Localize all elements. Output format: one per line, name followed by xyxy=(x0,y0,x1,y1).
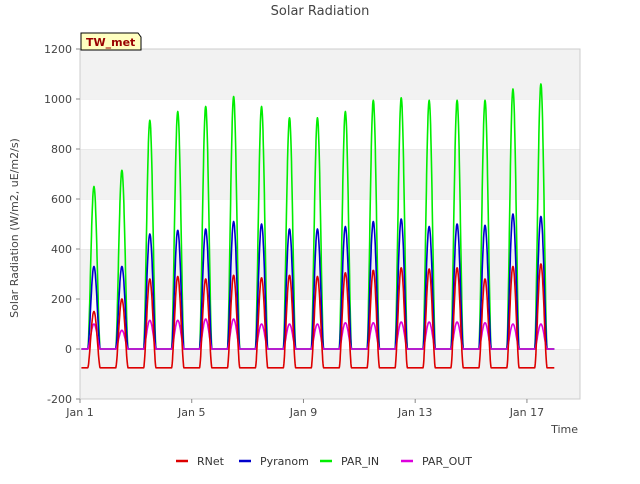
grid-band xyxy=(80,299,580,349)
x-tick-label: Jan 17 xyxy=(509,406,544,419)
y-tick-label: 1000 xyxy=(44,93,72,106)
chart-title: Solar Radiation xyxy=(271,4,370,19)
legend-label-par-out: PAR_OUT xyxy=(422,455,472,468)
grid-band xyxy=(80,249,580,299)
y-tick-label: 0 xyxy=(65,343,72,356)
y-tick-label: 600 xyxy=(51,193,72,206)
y-axis-label: Solar Radiation (W/m2, uE/m2/s) xyxy=(8,138,21,318)
site-label-box: TW_met xyxy=(80,32,142,51)
x-tick-label: Jan 1 xyxy=(65,406,93,419)
y-tick-label: 200 xyxy=(51,293,72,306)
grid-bands xyxy=(80,48,580,399)
legend: RNet Pyranom PAR_IN PAR_OUT xyxy=(176,455,472,468)
x-axis-label: Time xyxy=(550,423,578,436)
site-label-background xyxy=(80,32,142,51)
x-tick-label: Jan 9 xyxy=(289,406,317,419)
series-layer xyxy=(80,83,555,369)
x-tick-label: Jan 5 xyxy=(177,406,205,419)
x-axis-ticks: Jan 1 Jan 5 Jan 9 Jan 13 Jan 17 xyxy=(65,399,544,419)
grid-band xyxy=(80,199,580,249)
y-tick-label: -200 xyxy=(47,393,72,406)
grid-band xyxy=(80,349,580,399)
series-line-rnet xyxy=(80,263,555,369)
y-tick-label: 400 xyxy=(51,243,72,256)
legend-label-pyranom: Pyranom xyxy=(260,455,309,468)
y-tick-label: 800 xyxy=(51,143,72,156)
y-tick-label: 1200 xyxy=(44,43,72,56)
legend-label-rnet: RNet xyxy=(197,455,225,468)
y-axis-ticks: -200 0 200 400 600 800 1000 1200 xyxy=(44,43,80,406)
legend-label-par-in: PAR_IN xyxy=(341,455,379,468)
site-label: TW_met xyxy=(86,36,135,49)
grid-band xyxy=(80,49,580,99)
grid-band xyxy=(80,99,580,149)
grid-band xyxy=(80,149,580,199)
series-line-par-out xyxy=(80,318,555,350)
x-tick-label: Jan 13 xyxy=(397,406,432,419)
plot-frame xyxy=(79,48,581,400)
